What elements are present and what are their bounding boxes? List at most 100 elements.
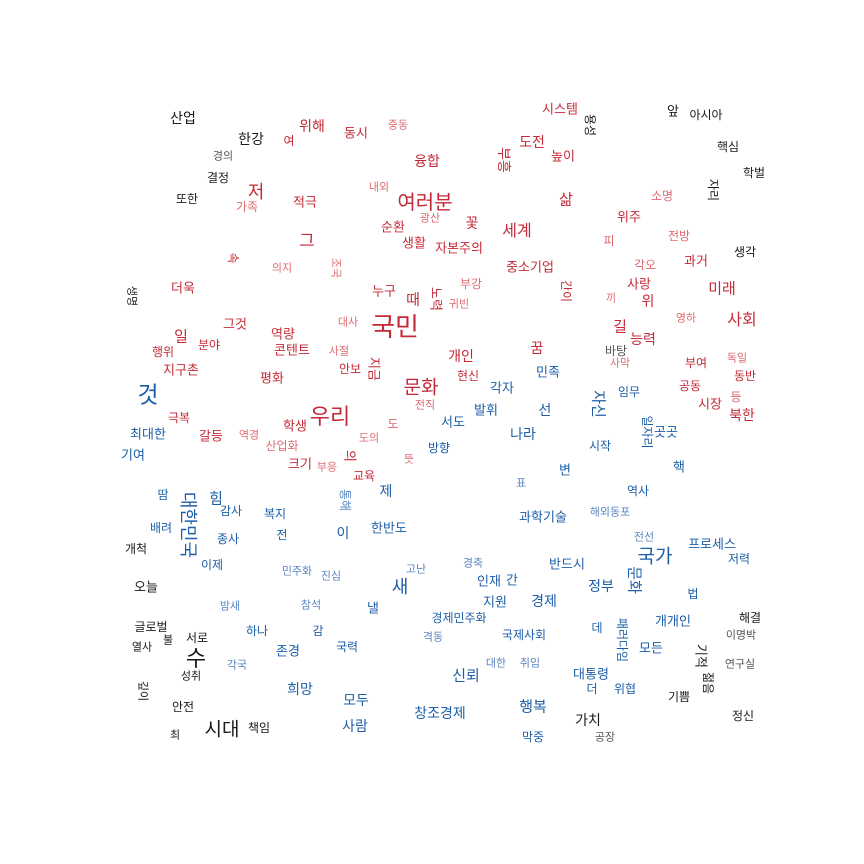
word-연구실: 연구실 [724,657,756,671]
word-과학기술: 과학기술 [519,510,567,526]
word-저력: 저력 [727,552,751,566]
word-시장: 시장 [698,397,722,413]
word-막중: 막중 [521,730,545,744]
word-힘: 힘 [209,489,223,508]
word-동시: 동시 [344,126,368,142]
word-일: 일 [174,327,188,346]
word-배려: 배려 [149,521,173,535]
word-그것: 그것 [223,317,247,333]
word-순환: 순환 [381,220,405,236]
word-일자리: 일자리 [640,415,654,449]
word-기적: 기적 [692,644,708,668]
word-속: 속 [226,252,240,264]
word-문화: 문화 [625,566,644,594]
word-역량: 역량 [271,327,295,343]
word-피: 피 [603,234,615,248]
word-희망: 희망 [287,682,313,698]
word-젊음: 젊음 [701,671,715,695]
word-패러다임: 패러다임 [615,617,629,663]
word-새: 새 [391,577,409,598]
word-귀빈: 귀빈 [448,297,470,311]
word-수: 수 [185,647,207,672]
word-부여: 부여 [684,356,708,370]
word-부강: 부강 [459,277,483,291]
word-발휘: 발휘 [474,403,498,419]
word-대사: 대사 [337,315,359,329]
word-여러분: 여러분 [397,190,453,214]
word-저: 저 [247,182,265,203]
word-바탕: 바탕 [604,344,628,358]
word-기여: 기여 [121,448,145,464]
word-생각: 생각 [733,245,757,259]
word-민주화: 민주화 [281,564,313,578]
word-부흥: 부흥 [495,147,511,173]
word-안전: 안전 [171,700,195,714]
word-진심: 진심 [320,569,342,583]
word-분야: 분야 [197,338,221,352]
word-광산: 광산 [419,211,441,225]
word-개척: 개척 [124,542,148,556]
word-갈등: 갈등 [199,429,223,445]
word-경의: 경의 [212,149,234,163]
word-복지: 복지 [263,507,287,521]
word-것: 것 [137,382,159,409]
word-아시아: 아시아 [689,108,723,122]
word-최대한: 최대한 [130,427,166,443]
word-사회: 사회 [727,310,757,329]
word-과거: 과거 [684,254,708,270]
word-용성: 용성 [583,113,597,137]
word-더욱: 더욱 [171,281,195,297]
word-의지: 의지 [271,261,293,275]
word-융합: 융합 [414,154,440,170]
word-삶: 삶 [559,190,573,209]
word-부응: 부응 [316,460,338,474]
word-위협: 위협 [613,682,637,696]
word-그: 그 [299,231,315,252]
word-또한: 또한 [175,192,199,206]
word-법: 법 [687,587,699,601]
word-누구: 누구 [372,284,396,300]
word-위: 위 [641,294,655,310]
word-시스템: 시스템 [542,102,578,118]
word-인재: 인재 [477,574,501,590]
word-격동: 격동 [422,630,444,644]
word-표: 표 [515,476,527,490]
word-사막: 사막 [609,356,631,370]
word-역사: 역사 [626,484,650,498]
word-전방: 전방 [667,229,691,243]
word-참석: 참석 [300,598,322,612]
word-도전: 도전 [519,135,545,151]
word-위해: 위해 [299,119,325,135]
word-꿈: 꿈 [530,341,544,357]
word-전선: 전선 [633,530,655,544]
word-이제: 이제 [200,558,224,572]
word-노력: 노력 [427,287,443,311]
word-꽃: 꽃 [465,216,479,232]
word-문화: 문화 [403,376,439,399]
word-최: 최 [169,728,181,742]
word-존경: 존경 [276,644,300,660]
word-의: 의 [341,450,357,462]
word-땀: 땀 [157,488,169,502]
word-전: 전 [276,528,288,542]
word-민족: 민족 [536,365,560,381]
word-핵: 핵 [673,460,685,476]
word-모두: 모두 [343,693,369,709]
word-가족: 가족 [235,200,259,214]
word-정부: 정부 [588,579,614,595]
word-시작: 시작 [588,439,612,453]
word-위주: 위주 [617,210,641,226]
word-생명: 생명 [125,285,139,307]
word-나라: 나라 [510,427,536,443]
word-길: 길 [613,317,627,336]
word-도: 도 [387,417,399,431]
word-내외: 내외 [368,180,390,194]
word-중소기업: 중소기업 [506,260,554,276]
word-한반도: 한반도 [371,521,407,537]
word-한강: 한강 [238,132,264,148]
word-성취: 성취 [180,669,202,683]
word-사람: 사람 [342,719,368,735]
word-하나: 하나 [245,624,269,638]
word-밤새: 밤새 [219,599,241,613]
word-국가: 국가 [637,545,673,568]
